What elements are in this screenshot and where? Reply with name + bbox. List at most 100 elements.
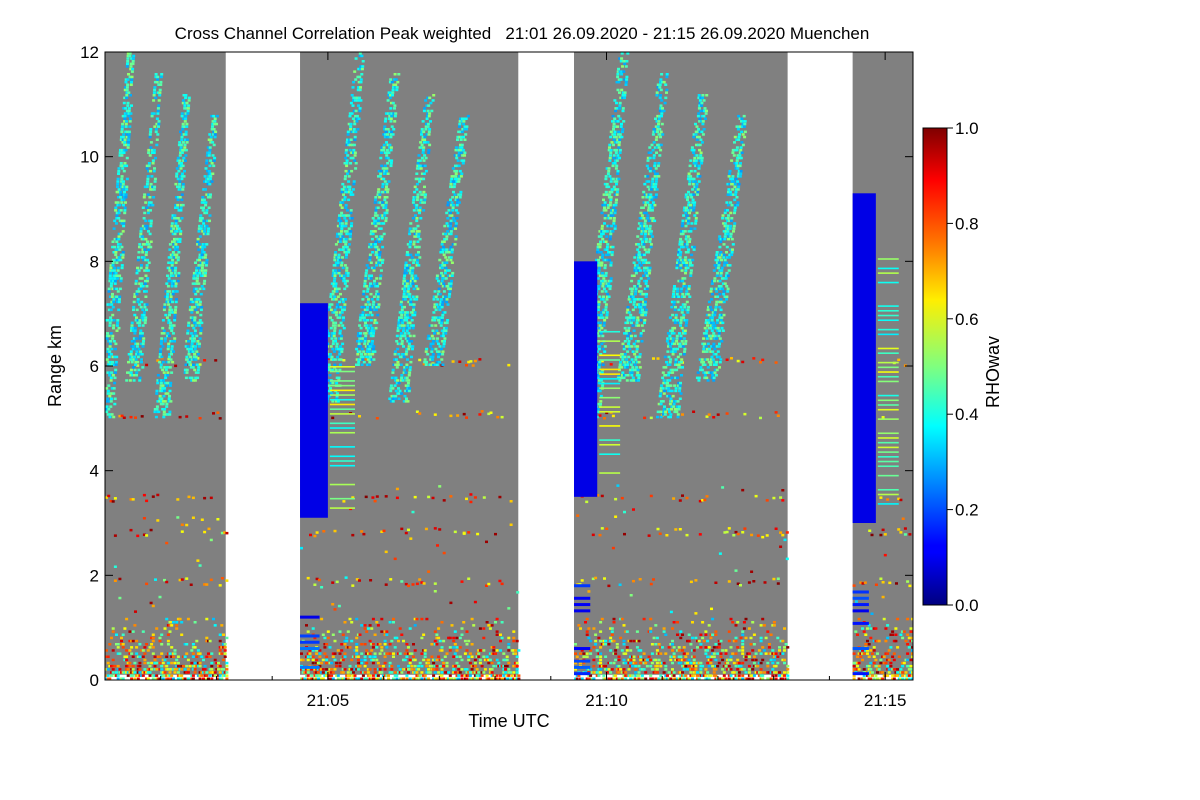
- noise-cell: [662, 677, 666, 680]
- noise-cell: [146, 677, 150, 680]
- noise-cell: [602, 664, 606, 668]
- cirrus-cell: [372, 282, 376, 285]
- noise-cell: [622, 658, 626, 662]
- cirrus-cell: [149, 185, 153, 189]
- cirrus-cell: [375, 214, 379, 217]
- noise-cell: [747, 677, 751, 680]
- noise-cell: [752, 661, 756, 665]
- cirrus-cell: [409, 253, 413, 257]
- cirrus-cell: [328, 308, 331, 312]
- cirrus-cell: [403, 366, 407, 369]
- speckle-cell: [393, 557, 397, 561]
- cirrus-cell: [433, 316, 437, 319]
- noise-cell: [210, 661, 214, 665]
- cirrus-cell: [405, 389, 409, 393]
- noise-cell: [427, 661, 431, 665]
- noise-cell: [881, 677, 885, 680]
- cirrus-cell: [388, 80, 392, 84]
- cirrus-cell: [149, 245, 153, 249]
- cirrus-cell: [177, 164, 181, 168]
- cirrus-cell: [149, 209, 152, 212]
- noise-cell: [778, 671, 781, 674]
- cirrus-cell: [358, 75, 362, 79]
- noise-cell: [747, 664, 751, 668]
- cirrus-cell: [172, 279, 176, 283]
- noise-cell: [615, 646, 619, 649]
- cirrus-cell: [366, 358, 370, 361]
- cirrus-cell: [444, 256, 448, 259]
- noise-cell: [512, 649, 516, 652]
- cirrus-cell: [198, 287, 202, 291]
- noise-cell: [772, 664, 776, 668]
- cirrus-cell: [429, 101, 433, 105]
- cirrus-cell: [110, 392, 114, 395]
- speckle-cell: [507, 607, 511, 610]
- cirrus-cell: [184, 117, 188, 120]
- noise-cell: [676, 649, 679, 652]
- cirrus-cell: [198, 256, 202, 259]
- cirrus-cell: [393, 73, 397, 76]
- cirrus-cell: [350, 169, 354, 173]
- speckle-cell: [669, 610, 673, 614]
- cirrus-cell: [123, 88, 127, 92]
- noise-cell: [435, 633, 439, 636]
- cirrus-cell: [119, 164, 123, 168]
- cirrus-cell: [439, 300, 443, 304]
- cirrus-cell: [368, 285, 372, 288]
- cirrus-cell: [349, 143, 353, 147]
- cirrus-cell: [449, 282, 453, 285]
- cirrus-cell: [174, 219, 178, 223]
- cirrus-cell: [379, 227, 383, 230]
- speckle-cell: [373, 499, 377, 503]
- noise-cell: [323, 652, 327, 655]
- noise-cell: [440, 668, 444, 671]
- speckle-cell: [725, 530, 729, 534]
- cirrus-cell: [127, 73, 130, 76]
- speckle-cell: [335, 580, 339, 584]
- cirrus-cell: [362, 360, 366, 364]
- speckle-cell: [196, 559, 200, 562]
- speckle-cell: [868, 529, 872, 532]
- noise-cell: [867, 643, 871, 646]
- cirrus-cell: [371, 353, 375, 356]
- noise-cell: [356, 658, 360, 662]
- cirrus-cell: [144, 279, 147, 283]
- noise-cell: [485, 655, 489, 658]
- noise-cell: [198, 652, 202, 655]
- noise-cell: [727, 658, 731, 662]
- cirrus-cell: [189, 332, 193, 335]
- noise-cell: [306, 658, 310, 662]
- noise-cell: [146, 668, 150, 671]
- noise-cell: [186, 658, 190, 662]
- cirrus-cell: [195, 300, 199, 304]
- cirrus-cell: [107, 408, 111, 411]
- cirrus-cell: [431, 342, 435, 346]
- cirrus-cell: [133, 295, 137, 298]
- noise-cell: [612, 617, 616, 621]
- noise-cell: [330, 668, 334, 671]
- cirrus-cell: [200, 219, 204, 223]
- cirrus-cell: [340, 227, 344, 230]
- cirrus-cell: [208, 148, 212, 152]
- cirrus-cell: [337, 287, 341, 291]
- cirrus-cell: [370, 237, 374, 241]
- speckle-cell: [400, 527, 404, 531]
- cirrus-cell: [334, 368, 338, 372]
- cirrus-cell: [362, 332, 366, 335]
- cirrus-cell: [118, 151, 122, 154]
- noise-cell: [108, 643, 112, 646]
- cirrus-cell: [199, 313, 203, 317]
- cirrus-cell: [126, 78, 130, 81]
- cirrus-cell: [345, 251, 349, 254]
- noise-cell: [752, 633, 756, 636]
- noise-cell: [120, 636, 123, 640]
- speckle-cell: [614, 497, 618, 501]
- cirrus-cell: [341, 256, 344, 259]
- cirrus-cell: [110, 371, 114, 374]
- noise-cell: [907, 668, 911, 671]
- noise-cell: [161, 671, 165, 674]
- speckle-cell: [649, 582, 653, 586]
- noise-cell: [488, 624, 492, 627]
- speckle-cell: [741, 531, 745, 534]
- cirrus-cell: [147, 148, 151, 152]
